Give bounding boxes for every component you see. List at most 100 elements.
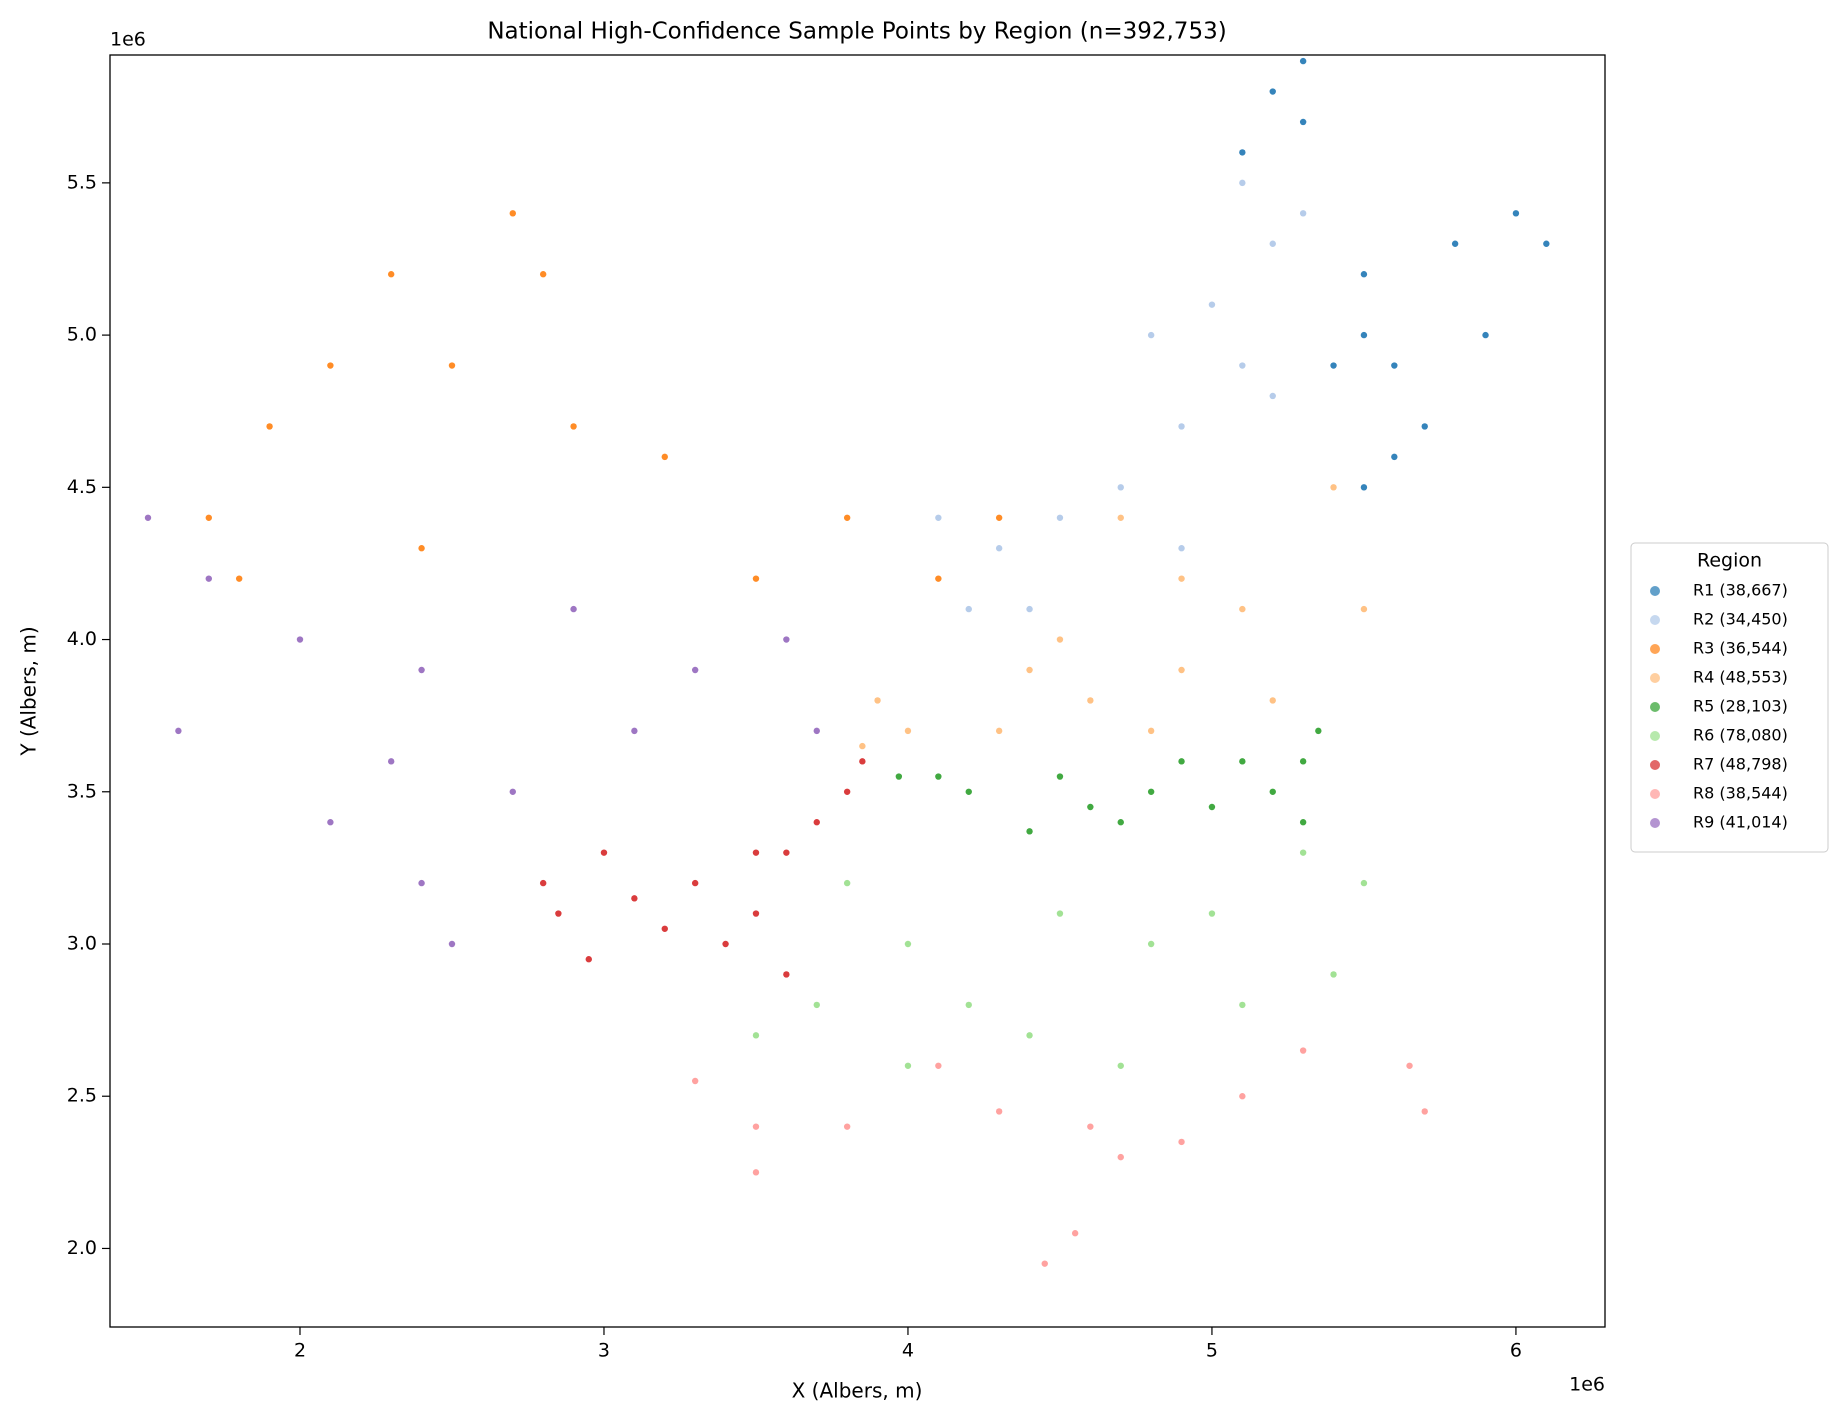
point [1239,605,1246,613]
x-axis-label: X (Albers, m) [792,1379,923,1403]
point [843,1123,851,1130]
x-tick-label: 6 [1510,1340,1522,1362]
point [631,895,638,902]
point [904,1062,912,1069]
legend-title: Region [1697,550,1762,572]
point [570,423,577,430]
point [1360,331,1368,339]
point [418,879,425,887]
point [1087,803,1094,811]
y-tick-label: 5.5 [67,171,97,193]
point [327,362,334,369]
point [1208,301,1216,308]
point [1360,271,1368,278]
chart-title: National High-Confidence Sample Points b… [487,19,1226,45]
point [1026,605,1033,613]
point [1360,605,1368,613]
legend-box [1630,542,1829,853]
point [175,727,182,735]
point [1299,758,1307,765]
point [1299,819,1307,826]
point [555,910,562,917]
point [1360,879,1368,887]
point [859,742,866,750]
point [1299,849,1307,856]
legend-label: R2 (34,450) [1693,610,1788,629]
y-axis-label: Y (Albers, m) [17,626,41,756]
point [1041,1260,1048,1267]
point [1269,240,1276,247]
point [995,514,1003,521]
point [935,773,942,780]
point [1299,57,1307,65]
point [1208,910,1216,917]
point [1071,1230,1079,1237]
point [1056,773,1064,780]
point [783,971,790,978]
point [1178,575,1185,582]
point [1239,362,1246,369]
point [1239,1001,1246,1009]
point [1239,1093,1246,1100]
point [1421,423,1428,430]
point [1269,697,1276,704]
point [509,788,516,795]
y-tick-label: 3.0 [67,932,97,954]
point [585,956,592,963]
legend-marker [1650,760,1660,770]
y-tick-label: 3.5 [67,780,97,802]
point [904,940,912,948]
legend-label: R9 (41,014) [1693,813,1788,832]
point [1117,1062,1124,1069]
point [1117,484,1124,491]
legend-label: R6 (78,080) [1693,726,1788,745]
point [600,849,608,856]
point [1451,240,1459,247]
x-offset-label: 1e6 [1569,1374,1605,1396]
point [895,773,903,780]
point [1178,758,1185,765]
point [205,575,212,582]
legend-label: R3 (36,544) [1693,639,1788,658]
point [722,940,729,948]
plot-frame [109,54,1606,1328]
point [1421,1108,1428,1115]
point [843,788,851,795]
legend-marker [1650,731,1660,741]
point [1056,910,1064,917]
point [1269,88,1276,95]
point [691,879,699,887]
legend-label: R7 (48,798) [1693,755,1788,774]
point [691,1077,699,1085]
point [752,575,760,582]
point [1299,1047,1307,1054]
point [752,1169,760,1176]
point [691,666,699,674]
point [235,575,243,582]
point [1087,1123,1094,1130]
point [1269,392,1276,400]
point [296,636,304,643]
point [1117,514,1124,521]
point [1543,240,1550,247]
y-offset-label: 1e6 [110,29,146,51]
point [1178,423,1185,430]
point [904,727,912,735]
point [661,453,668,461]
point [783,636,790,643]
point [1147,788,1155,795]
point [813,819,820,826]
legend-marker [1650,789,1660,799]
point [266,423,273,430]
point [1147,727,1155,735]
point [1026,1032,1033,1039]
point [509,210,516,217]
legend-label: R5 (28,103) [1693,697,1788,716]
x-tick-label: 5 [1206,1340,1218,1362]
point [1208,803,1216,811]
point [935,1062,942,1069]
point [1147,940,1155,948]
legend-marker [1650,586,1660,596]
point [1315,727,1322,735]
